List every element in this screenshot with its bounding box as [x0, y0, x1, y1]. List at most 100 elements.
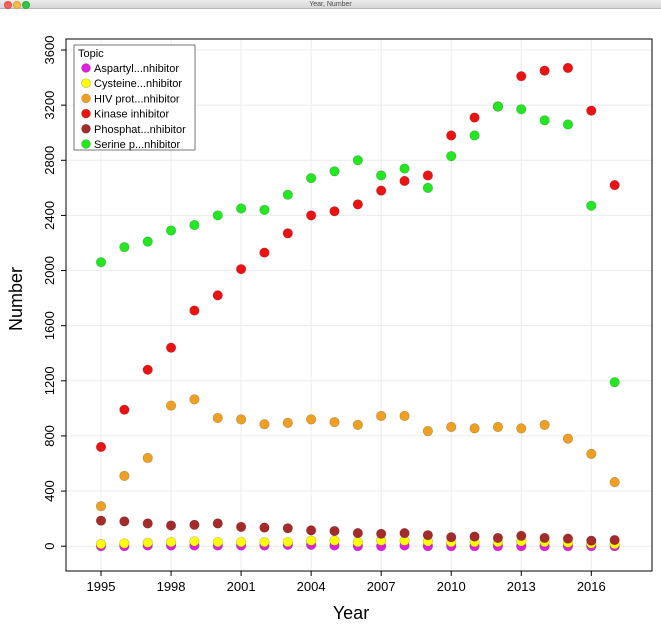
- data-point: [282, 523, 293, 534]
- data-point: [189, 394, 200, 405]
- x-tick-label: 1998: [157, 579, 186, 594]
- data-point: [492, 421, 504, 433]
- data-point: [329, 535, 340, 546]
- x-tick-label: 2004: [297, 579, 326, 594]
- data-point: [352, 155, 363, 166]
- y-tick-label: 800: [42, 425, 57, 447]
- data-point: [352, 527, 363, 539]
- data-point: [119, 242, 130, 253]
- data-point: [212, 210, 223, 221]
- window-title: Year, Number: [309, 1, 352, 8]
- data-point: [469, 423, 480, 434]
- data-point: [212, 290, 223, 301]
- y-tick-label: 0: [42, 543, 57, 550]
- data-point: [376, 410, 387, 422]
- data-point: [165, 225, 177, 236]
- data-point: [95, 441, 107, 453]
- data-point: [212, 412, 223, 424]
- data-point: [469, 531, 480, 542]
- x-axis-title: Year: [333, 603, 369, 623]
- data-point: [259, 536, 270, 548]
- series-4: [95, 515, 620, 546]
- data-point: [329, 206, 340, 217]
- data-point: [352, 536, 363, 548]
- data-point: [399, 163, 410, 174]
- window-titlebar: Year, Number: [0, 0, 661, 9]
- data-point: [119, 516, 130, 527]
- data-point: [422, 530, 433, 541]
- legend-marker: [81, 93, 91, 104]
- data-point: [609, 377, 620, 388]
- data-point: [422, 182, 433, 193]
- legend-label: Phosphat...nhibitor: [94, 124, 186, 136]
- legend-item: Cysteine...nhibitor: [81, 78, 182, 90]
- data-point: [189, 219, 200, 231]
- data-point: [189, 305, 200, 316]
- data-point: [562, 433, 574, 444]
- data-point: [306, 414, 317, 425]
- data-point: [282, 228, 293, 239]
- y-tick-label: 1600: [42, 311, 57, 340]
- data-point: [492, 101, 504, 112]
- data-point: [259, 522, 270, 533]
- legend-label: Kinase inhibitor: [94, 109, 170, 121]
- data-point: [446, 130, 457, 141]
- data-point: [165, 400, 177, 411]
- legend-item: Serine p...nhibitor: [81, 139, 181, 151]
- legend-item: Phosphat...nhibitor: [81, 124, 186, 136]
- legend-marker: [81, 63, 91, 73]
- x-tick-label: 2010: [437, 579, 466, 594]
- data-point: [446, 151, 457, 162]
- x-tick-label: 1995: [87, 579, 116, 594]
- axis-ticks: 1995 1998 2001 2004 2007 2010 2013 2016 0 400 800 1…: [42, 36, 606, 594]
- data-point: [399, 175, 410, 187]
- data-point: [562, 533, 574, 544]
- y-axis-title: Number: [6, 267, 26, 331]
- data-point: [142, 236, 153, 247]
- data-point: [119, 470, 130, 482]
- data-point: [586, 535, 597, 546]
- data-point: [422, 170, 433, 181]
- legend-marker: [81, 108, 91, 119]
- legend-box: [73, 44, 196, 151]
- data-point: [446, 421, 457, 433]
- data-point: [189, 536, 200, 547]
- y-tick-label: 400: [42, 480, 57, 502]
- data-point: [469, 112, 480, 123]
- legend-marker: [81, 124, 91, 134]
- data-point: [95, 515, 107, 526]
- data-point: [539, 65, 550, 76]
- data-point: [539, 115, 550, 126]
- data-point: [165, 520, 177, 531]
- data-point: [376, 185, 387, 196]
- data-point: [539, 419, 550, 431]
- maximize-icon[interactable]: [22, 1, 30, 9]
- data-point: [306, 525, 317, 536]
- data-point: [376, 170, 387, 181]
- legend-label: Aspartyl...nhibitor: [94, 63, 179, 75]
- data-point: [282, 189, 293, 200]
- data-point: [562, 119, 574, 130]
- data-point: [539, 532, 550, 544]
- legend-items: Aspartyl...nhibitor Cysteine...nhibitor HI…: [81, 63, 186, 151]
- data-point: [329, 417, 340, 428]
- y-tick-label: 3200: [42, 91, 57, 120]
- data-point: [259, 204, 270, 216]
- data-point: [399, 527, 410, 539]
- data-point: [306, 535, 317, 546]
- legend-label: Serine p...nhibitor: [94, 139, 181, 151]
- data-points: [95, 62, 620, 552]
- y-tick-label: 2000: [42, 256, 57, 285]
- legend-marker: [81, 78, 91, 88]
- data-point: [235, 264, 247, 275]
- data-point: [609, 477, 620, 488]
- data-point: [119, 404, 130, 415]
- data-point: [329, 525, 340, 537]
- close-icon[interactable]: [4, 1, 12, 9]
- minimize-icon[interactable]: [13, 1, 21, 9]
- data-point: [95, 501, 107, 512]
- data-point: [212, 518, 223, 529]
- series-5: [95, 101, 620, 388]
- data-point: [516, 530, 527, 541]
- data-point: [352, 419, 363, 431]
